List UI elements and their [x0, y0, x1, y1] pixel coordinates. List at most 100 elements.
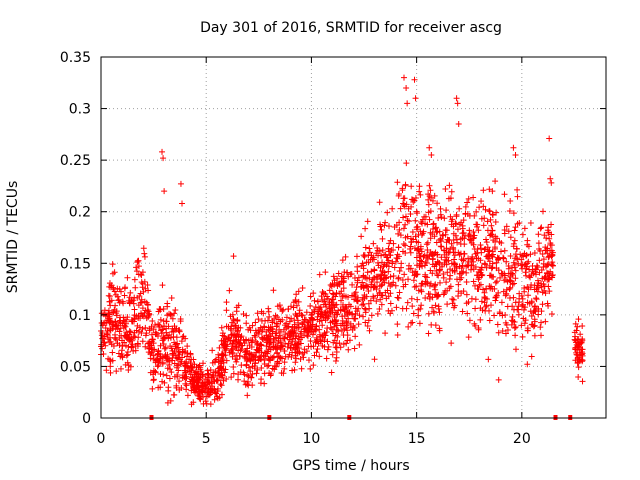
- data-point: [507, 284, 514, 291]
- data-point: [401, 74, 407, 81]
- data-point: [409, 229, 416, 236]
- data-point: [433, 239, 440, 246]
- data-point: [474, 286, 481, 293]
- data-point: [512, 299, 519, 306]
- data-point: [307, 338, 314, 345]
- data-point: [354, 297, 361, 304]
- data-point: [364, 323, 371, 330]
- data-point: [144, 281, 151, 288]
- data-point: [493, 209, 500, 216]
- data-point: [230, 316, 237, 323]
- data-point: [142, 285, 149, 292]
- data-point: [214, 387, 221, 394]
- data-point: [293, 355, 300, 362]
- data-point: [146, 311, 153, 318]
- data-point: [109, 357, 116, 364]
- data-point: [187, 360, 194, 367]
- data-point: [549, 262, 556, 269]
- data-point: [579, 352, 586, 359]
- data-point: [452, 261, 459, 268]
- data-point: [515, 311, 522, 318]
- data-point: [412, 217, 419, 224]
- data-point: [278, 355, 285, 362]
- data-point: [339, 293, 346, 300]
- data-point: [292, 296, 299, 303]
- data-point: [572, 333, 579, 340]
- data-point: [392, 282, 399, 289]
- data-point: [472, 322, 479, 329]
- data-point: [545, 254, 552, 261]
- data-point: [257, 380, 264, 387]
- data-point: [428, 321, 435, 328]
- data-point: [366, 327, 373, 334]
- data-point: [323, 303, 330, 310]
- data-point: [362, 225, 369, 232]
- data-point: [240, 369, 247, 376]
- data-point: [269, 317, 276, 324]
- data-point: [261, 360, 268, 367]
- data-point: [483, 236, 490, 243]
- data-point: [511, 227, 518, 234]
- data-point: [208, 386, 215, 393]
- data-point: [352, 293, 359, 300]
- data-point: [343, 269, 350, 276]
- data-point: [418, 258, 425, 265]
- data-point: [515, 260, 522, 267]
- data-point: [311, 352, 318, 359]
- axes-layer: 0 5 10 15 20 0 0.05 0.1 0.15 0.2 0.25 0.3 0.35: [60, 50, 607, 447]
- data-point: [322, 291, 329, 298]
- data-point: [521, 250, 528, 257]
- data-point: [396, 289, 403, 296]
- data-point: [390, 279, 397, 286]
- data-point: [473, 208, 480, 215]
- data-point: [431, 192, 438, 199]
- data-point: [266, 356, 273, 363]
- data-point: [385, 248, 392, 255]
- data-point: [510, 144, 517, 151]
- data-point: [150, 376, 157, 383]
- data-point: [369, 276, 376, 283]
- data-point: [338, 273, 345, 280]
- data-point: [293, 332, 300, 339]
- data-point: [407, 243, 414, 250]
- data-point: [167, 311, 174, 318]
- data-point: [405, 265, 412, 272]
- data-point: [159, 148, 166, 155]
- data-point: [298, 365, 305, 372]
- data-point: [122, 318, 129, 325]
- data-point: [351, 345, 358, 352]
- data-point: [170, 391, 177, 398]
- data-point: [202, 383, 209, 390]
- data-point: [374, 244, 381, 251]
- data-point: [445, 249, 452, 256]
- data-point: [394, 294, 401, 301]
- y-tick-label: 0.35: [60, 50, 91, 66]
- data-point: [377, 221, 384, 228]
- data-point: [579, 378, 586, 385]
- data-point: [429, 270, 436, 277]
- data-point: [412, 268, 419, 275]
- data-point: [417, 243, 424, 250]
- data-point: [442, 256, 449, 263]
- data-point: [238, 342, 245, 349]
- data-point: [137, 290, 144, 297]
- data-point: [324, 346, 331, 353]
- data-point: [574, 323, 581, 330]
- data-point: [506, 295, 513, 302]
- data-point: [489, 188, 496, 195]
- data-point: [459, 262, 466, 269]
- x-tick-label: 10: [303, 431, 321, 447]
- data-point: [507, 270, 514, 277]
- data-point: [223, 307, 230, 314]
- data-point: [416, 188, 423, 195]
- data-point: [413, 262, 420, 269]
- data-point: [405, 205, 412, 212]
- data-point: [421, 252, 428, 259]
- data-point: [472, 282, 479, 289]
- data-point: [440, 231, 447, 238]
- x-tick-label: 20: [513, 431, 531, 447]
- data-point: [431, 250, 438, 257]
- data-point: [340, 273, 347, 280]
- data-point: [147, 355, 154, 362]
